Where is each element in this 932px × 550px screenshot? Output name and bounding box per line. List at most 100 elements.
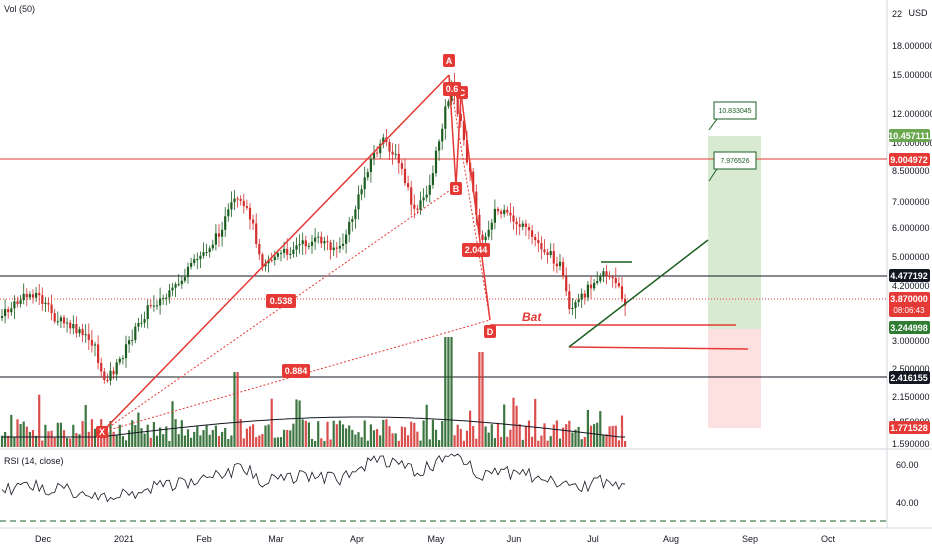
volume-bar	[295, 399, 298, 447]
point-label-b[interactable]: B	[450, 182, 462, 195]
volume-bar	[177, 434, 180, 447]
xa-leg[interactable]	[101, 74, 450, 433]
volume-bar	[596, 422, 599, 447]
target-callout-7-976526[interactable]: 7.976526	[708, 151, 757, 182]
candle-body	[25, 293, 28, 298]
candle-body	[168, 290, 171, 298]
volume-bar	[69, 438, 72, 447]
volume-bar	[493, 438, 496, 447]
candle-body	[162, 298, 165, 300]
volume-bar	[348, 425, 351, 447]
volume-bar	[360, 437, 363, 447]
candle-body	[416, 208, 419, 210]
volume-bar	[503, 404, 506, 447]
price-badge-3-870000[interactable]: 3.870000 08:06:43	[889, 292, 930, 317]
volume-bar	[419, 440, 422, 447]
volume-bar	[441, 421, 444, 447]
svg-text:3.244998: 3.244998	[890, 323, 928, 333]
volume-bar	[66, 437, 69, 447]
volume-bar	[382, 419, 385, 447]
svg-text:7.976526: 7.976526	[720, 158, 749, 165]
x-tick: Feb	[196, 534, 212, 544]
candle-body	[183, 277, 186, 281]
candle-body	[624, 299, 627, 306]
support-line[interactable]	[568, 346, 749, 350]
candle-body	[10, 308, 13, 313]
volume-bar	[186, 429, 190, 447]
ratio-label-2-044[interactable]: 2.044	[462, 243, 490, 257]
volume-bar	[376, 429, 379, 447]
volume-bar	[41, 440, 44, 447]
rsi-pane[interactable]	[0, 450, 887, 528]
volume-bar	[326, 421, 329, 447]
candle-body	[472, 171, 475, 192]
volume-bar	[4, 431, 7, 447]
volume-bar	[75, 433, 78, 447]
candle-body	[332, 247, 335, 251]
volume-bar	[115, 435, 118, 447]
volume-bar	[320, 438, 323, 447]
candle-body	[109, 370, 112, 381]
volume-bar	[183, 435, 186, 447]
volume-bar	[332, 420, 335, 447]
point-label-a[interactable]: A	[443, 54, 455, 67]
candle-body	[134, 326, 137, 341]
x-tick: Dec	[35, 534, 52, 544]
volume-bar	[118, 424, 121, 447]
ratio-label-0-884[interactable]: 0.884	[282, 364, 310, 378]
candle-body	[16, 301, 19, 304]
ratio-label-0-6[interactable]: 0.6	[443, 82, 461, 96]
candle-body	[407, 183, 410, 188]
candle-body	[419, 200, 422, 210]
stop-zone[interactable]	[708, 329, 761, 428]
green-trendline[interactable]	[568, 239, 709, 348]
candle-body	[171, 287, 174, 291]
candle-body	[317, 236, 320, 238]
cd-leg[interactable]	[460, 92, 491, 321]
volume-bar	[162, 434, 165, 447]
candle-body	[295, 245, 298, 250]
point-label-d[interactable]: D	[484, 325, 496, 338]
volume-bar	[239, 419, 242, 447]
candle-body	[577, 299, 580, 303]
y-tick: 3.000000	[892, 336, 930, 346]
candle-body	[376, 152, 379, 154]
rsi-label: RSI (14, close)	[4, 456, 64, 466]
price-badge-4-477192[interactable]: 4.477192	[889, 269, 930, 282]
volume-bar	[363, 420, 366, 447]
target-callout-10-833045[interactable]: 10.833045	[708, 101, 757, 131]
candle-body	[62, 317, 66, 324]
ratio-label-0-538[interactable]: 0.538	[266, 294, 296, 308]
svg-text:A: A	[446, 56, 453, 66]
bc-leg[interactable]	[455, 92, 462, 187]
price-badge-9-004972[interactable]: 9.004972	[889, 153, 930, 166]
x-axis[interactable]: Dec 2021 Feb Mar Apr May Jun Jul Aug Sep…	[35, 534, 836, 544]
volume-bar	[431, 419, 434, 447]
y-tick: 4.200000	[892, 281, 930, 291]
price-badge-10-457111[interactable]: 10.457111	[888, 129, 930, 142]
volume-bar	[103, 429, 106, 447]
candle-body	[512, 215, 515, 222]
volume-bar	[403, 427, 407, 447]
point-label-x[interactable]: X	[96, 426, 108, 438]
candle-body	[410, 187, 413, 205]
candle-body	[546, 252, 549, 256]
volume-bar	[233, 372, 236, 447]
volume-bar	[190, 437, 193, 447]
volume-bar	[258, 435, 261, 447]
price-badge-3-244998[interactable]: 3.244998	[889, 321, 930, 334]
volume-bar	[81, 421, 84, 447]
price-badge-1-771528[interactable]: 1.771528	[889, 421, 930, 434]
candle-body	[128, 340, 131, 345]
volume-bar	[47, 431, 50, 447]
candle-body	[620, 286, 624, 300]
price-badge-2-416155[interactable]: 2.416155	[889, 371, 930, 384]
volume-bar	[28, 431, 31, 447]
candle-body	[400, 163, 403, 169]
volume-bar	[521, 439, 524, 447]
volume-bar	[465, 430, 469, 447]
candle-body	[273, 256, 276, 261]
pattern-name[interactable]: Bat	[522, 310, 542, 324]
candle-body	[221, 229, 224, 237]
